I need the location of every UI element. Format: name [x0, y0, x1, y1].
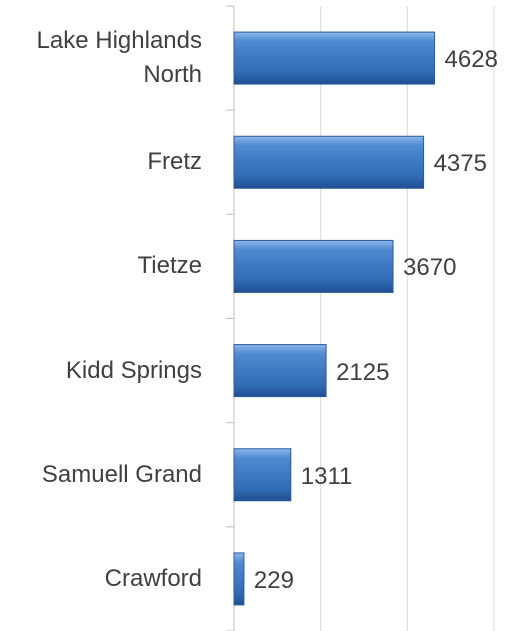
- category-label: Tietze: [137, 252, 202, 280]
- value-label: 229: [253, 566, 294, 594]
- category-label: Lake Highlands North: [36, 27, 202, 89]
- bar: [233, 344, 327, 398]
- bar: [233, 448, 292, 502]
- category-label: Crawford: [104, 564, 202, 592]
- value-label: 1311: [300, 462, 353, 490]
- value-label: 4628: [444, 46, 498, 74]
- bar: [233, 31, 436, 85]
- bar: [233, 135, 425, 189]
- category-label: Kidd Springs: [65, 356, 202, 384]
- value-label: 2125: [336, 358, 390, 386]
- value-label: 3670: [403, 254, 457, 282]
- bar: [233, 552, 245, 606]
- value-label: 4375: [433, 150, 487, 178]
- category-label: Samuell Grand: [41, 460, 202, 488]
- category-label: Fretz: [147, 148, 202, 176]
- bar: [233, 239, 394, 293]
